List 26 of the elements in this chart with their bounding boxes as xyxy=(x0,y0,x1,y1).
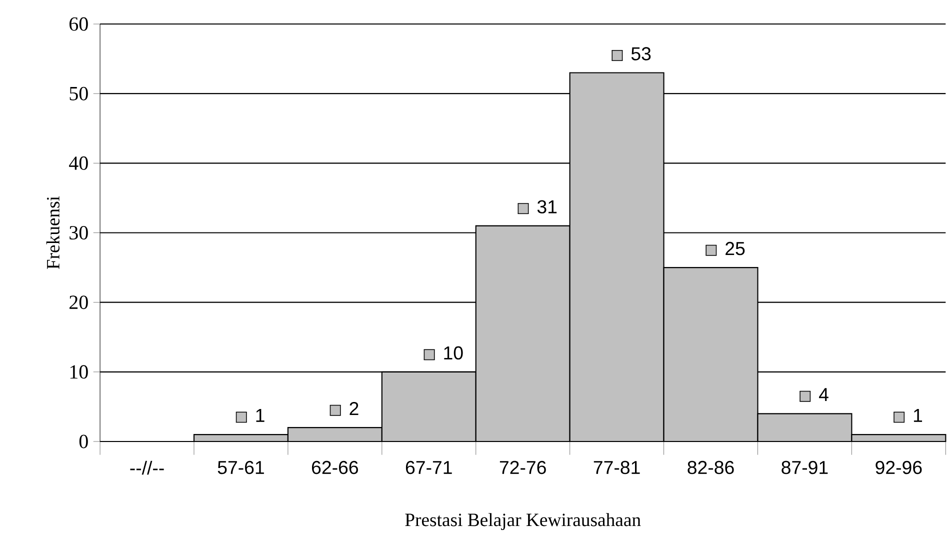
x-tick-label: 62-66 xyxy=(312,460,358,474)
data-label: 4 xyxy=(819,388,828,402)
data-label: 53 xyxy=(631,47,651,60)
x-tick-label: 92-96 xyxy=(876,460,922,474)
data-label: 31 xyxy=(537,200,557,214)
data-label: 10 xyxy=(444,346,463,360)
y-axis-title: Frekuensi xyxy=(46,196,60,270)
y-tick-label: 0 xyxy=(79,434,88,448)
y-tick-label: 60 xyxy=(70,17,88,31)
data-label: 25 xyxy=(726,242,745,256)
y-tick-label: 40 xyxy=(69,156,88,170)
y-tick-label: 20 xyxy=(70,296,88,310)
y-tick-label: 30 xyxy=(70,226,88,240)
x-tick-label: 57-61 xyxy=(218,460,264,474)
data-label: 2 xyxy=(350,402,358,416)
data-label: 1 xyxy=(256,409,264,422)
x-tick-label: 82-86 xyxy=(688,460,734,474)
y-tick-label: 10 xyxy=(70,365,88,379)
x-axis-title: Prestasi Belajar Kewirausahaan xyxy=(405,513,641,530)
y-tick-label: 50 xyxy=(70,86,88,100)
x-tick-label: 67-71 xyxy=(406,460,452,474)
x-tick-label: --//-- xyxy=(130,460,164,475)
x-tick-label: 77-81 xyxy=(594,460,640,474)
x-tick-label: 72-76 xyxy=(500,460,546,474)
x-tick-label: 87-91 xyxy=(782,460,828,474)
data-label: 1 xyxy=(914,409,922,422)
